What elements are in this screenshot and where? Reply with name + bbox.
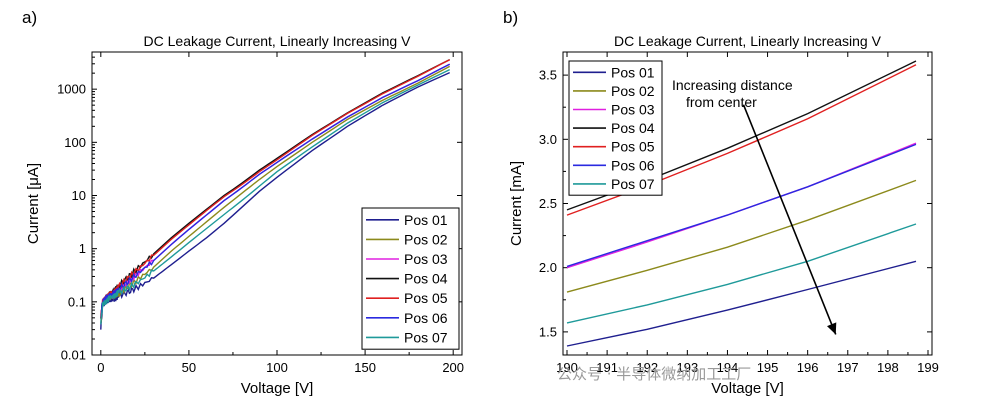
legend-label: Pos 03 — [611, 102, 655, 118]
x-tick-label: 100 — [266, 360, 288, 375]
legend-label: Pos 07 — [404, 329, 448, 345]
x-axis-label: Voltage [V] — [241, 380, 314, 397]
x-tick-label: 196 — [797, 360, 819, 375]
x-tick-label: 199 — [917, 360, 939, 375]
x-tick-label: 197 — [837, 360, 859, 375]
legend-label: Pos 01 — [611, 64, 655, 80]
panel-label-a: a) — [22, 8, 37, 27]
y-tick-label: 1000 — [57, 82, 86, 97]
series-line-pos-07 — [100, 68, 451, 325]
y-tick-label: 3.0 — [539, 132, 557, 147]
legend-label: Pos 07 — [611, 176, 655, 192]
legend-label: Pos 04 — [404, 271, 448, 287]
legend-label: Pos 06 — [404, 310, 448, 326]
legend-label: Pos 05 — [611, 139, 655, 155]
y-axis-label: Current [μA] — [25, 163, 42, 244]
legend: Pos 01 Pos 02 Pos 03 Pos 04 Pos 05 Pos 06 Pos … — [361, 207, 460, 350]
y-tick-label: 2.5 — [539, 196, 557, 211]
x-axis-label: Voltage [V] — [711, 380, 784, 397]
x-tick-label: 190 — [556, 360, 578, 375]
arrow-head — [827, 322, 837, 335]
x-tick-label: 50 — [182, 360, 196, 375]
x-tick-label: 192 — [636, 360, 658, 375]
y-tick-label: 1.5 — [539, 324, 557, 339]
legend: Pos 01 Pos 02 Pos 03 Pos 04 Pos 05 Pos 06 Pos … — [568, 60, 663, 196]
chart-b: DC Leakage Current, Linearly Increasing … — [508, 33, 939, 397]
x-tick-label: 191 — [596, 360, 618, 375]
legend-label: Pos 02 — [611, 83, 655, 99]
x-tick-label: 0 — [97, 360, 104, 375]
chart-a: DC Leakage Current, Linearly Increasing … — [25, 33, 464, 397]
x-tick-label: 194 — [717, 360, 739, 375]
y-tick-label: 0.1 — [68, 294, 86, 309]
series-line-pos-02 — [566, 179, 917, 293]
y-tick-label: 0.01 — [61, 348, 86, 363]
x-tick-label: 198 — [877, 360, 899, 375]
series-line-pos-06 — [566, 143, 917, 268]
series-line-pos-01 — [566, 260, 917, 347]
y-tick-label: 100 — [64, 135, 86, 150]
annotation-arrow — [742, 104, 837, 335]
x-tick-label: 150 — [354, 360, 376, 375]
legend-label: Pos 02 — [404, 231, 448, 247]
y-tick-label: 2.0 — [539, 260, 557, 275]
chart-title: DC Leakage Current, Linearly Increasing … — [144, 33, 412, 49]
chart-title: DC Leakage Current, Linearly Increasing … — [614, 33, 882, 49]
watermark: 公众号 · 半导体微纳加工工厂 — [557, 365, 751, 383]
x-tick-label: 200 — [442, 360, 464, 375]
legend-label: Pos 05 — [404, 290, 448, 306]
y-axis-label: Current [mA] — [508, 161, 525, 246]
legend-label: Pos 06 — [611, 157, 655, 173]
y-tick-label: 10 — [72, 188, 86, 203]
annotation-text: Increasing distance from center — [672, 77, 793, 110]
x-tick-label: 195 — [757, 360, 779, 375]
legend-label: Pos 04 — [611, 120, 655, 136]
y-tick-label: 3.5 — [539, 68, 557, 83]
y-tick-label: 1 — [79, 241, 86, 256]
series-line-pos-07 — [566, 223, 917, 324]
panel-label-b: b) — [503, 8, 518, 27]
legend-label: Pos 03 — [404, 251, 448, 267]
legend-label: Pos 01 — [404, 212, 448, 228]
x-tick-label: 193 — [676, 360, 698, 375]
